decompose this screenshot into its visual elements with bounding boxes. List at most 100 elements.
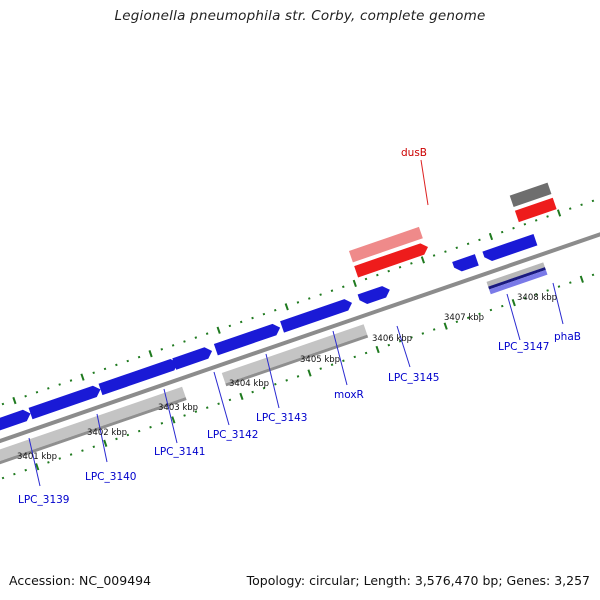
callout-line-dusb: [420, 159, 429, 206]
outer-minor-tick: [432, 254, 436, 257]
inner-minor-tick: [557, 285, 561, 288]
inner-minor-tick: [69, 453, 73, 456]
inner-major-tick: [103, 439, 108, 447]
inner-minor-tick: [466, 316, 470, 320]
outer-minor-tick: [137, 355, 141, 359]
inner-minor-tick: [421, 332, 425, 335]
outer-major-tick: [556, 209, 562, 217]
gene-label-lpc3143[interactable]: LPC_3143: [256, 412, 308, 424]
inner-minor-tick: [353, 355, 357, 359]
outer-minor-tick: [103, 367, 107, 371]
gene-feature-bar[interactable]: [488, 267, 546, 290]
rna-feature-red[interactable]: [514, 197, 557, 223]
inner-minor-tick: [478, 312, 481, 316]
inner-minor-tick: [13, 472, 16, 476]
kbp-label-3408: 3408 kbp: [517, 293, 557, 303]
outer-minor-tick: [364, 277, 368, 281]
gene-moxr-arrow[interactable]: [280, 297, 354, 333]
callout-line-phab: [552, 282, 564, 325]
gene-lpc3143-arrow[interactable]: [213, 322, 282, 356]
gene-label-lpc3147[interactable]: LPC_3147: [498, 341, 550, 353]
gene-lpc3147-arrow[interactable]: [452, 254, 479, 273]
inner-major-tick: [511, 299, 516, 307]
inner-minor-tick: [410, 336, 413, 339]
gene-feature-lane: [0, 262, 548, 468]
outer-minor-tick: [330, 289, 334, 292]
gene-lpc3142-arrow[interactable]: [172, 345, 214, 370]
outer-minor-tick: [319, 293, 322, 296]
outer-minor-tick: [376, 273, 379, 277]
gene-phab-arrow[interactable]: [482, 234, 538, 263]
outer-minor-tick: [444, 250, 447, 253]
callout-line-lpc3147: [506, 293, 521, 341]
inner-minor-tick: [24, 468, 27, 472]
callout-line-lpc3145: [396, 325, 411, 368]
accession-text: Accession: NC_009494: [9, 573, 152, 588]
kbp-label-3404: 3404 kbp: [229, 379, 269, 389]
inner-major-tick: [375, 345, 380, 354]
outer-minor-tick: [523, 223, 527, 226]
inner-minor-tick: [149, 425, 152, 429]
gene-label-lpc3141[interactable]: LPC_3141: [154, 446, 206, 458]
inner-minor-tick: [205, 406, 209, 409]
gene-label-lpc3145[interactable]: LPC_3145: [388, 372, 440, 384]
outer-minor-tick: [342, 285, 345, 289]
gene-lpc3140-arrow[interactable]: [28, 384, 103, 420]
rna-lane: [348, 182, 557, 278]
gene-feature-bar[interactable]: [486, 262, 545, 287]
outer-minor-tick: [580, 203, 583, 207]
gene-lpc3145-arrow[interactable]: [357, 284, 392, 306]
map-title: Legionella pneumophila str. Corby, compl…: [114, 8, 486, 24]
gene-label-dusb[interactable]: dusB: [401, 147, 427, 159]
outer-minor-tick: [308, 297, 311, 300]
inner-minor-tick: [194, 410, 198, 413]
outer-major-tick: [352, 279, 357, 287]
outer-minor-tick: [478, 238, 481, 242]
kbp-label-3406: 3406 kbp: [372, 334, 412, 344]
inner-minor-tick: [591, 273, 595, 277]
gene-label-lpc3139[interactable]: LPC_3139: [18, 494, 70, 506]
gene-label-lpc3142[interactable]: LPC_3142: [207, 429, 259, 441]
gene-feature-bar[interactable]: [221, 324, 368, 384]
inner-minor-tick: [274, 382, 277, 386]
gene-lpc3141-arrow[interactable]: [98, 357, 180, 396]
inner-minor-tick: [92, 445, 96, 449]
inner-minor-tick: [58, 457, 62, 460]
outer-major-tick: [488, 232, 494, 241]
inner-minor-tick: [183, 414, 186, 417]
inner-minor-tick: [228, 398, 232, 402]
gene-lpc3139-arrow[interactable]: [0, 408, 32, 437]
gene-label-lpc3140[interactable]: LPC_3140: [85, 471, 137, 483]
gene-feature-bar[interactable]: [225, 334, 369, 387]
rna-feature-light[interactable]: [348, 226, 423, 263]
kbp-label-3401: 3401 kbp: [17, 452, 57, 462]
outer-minor-tick: [455, 246, 459, 249]
gene-feature-bar[interactable]: [489, 269, 548, 295]
callout-line-lpc3140: [96, 413, 108, 463]
kbp-labels: 3401 kbp 3402 kbp 3403 kbp 3404 kbp 3405…: [17, 293, 557, 462]
inner-major-tick: [239, 392, 244, 401]
rna-feature-gray[interactable]: [509, 182, 552, 207]
inner-minor-tick: [217, 402, 220, 406]
gene-label-moxr[interactable]: moxR: [334, 389, 364, 401]
inner-minor-tick: [126, 433, 130, 437]
gene-label-phab[interactable]: phaB: [554, 331, 581, 343]
gene-feature-bar[interactable]: [0, 386, 186, 465]
outer-major-tick: [148, 350, 153, 358]
outer-minor-tick: [194, 336, 198, 339]
rna-feature-arrow[interactable]: [354, 241, 430, 278]
outer-minor-tick: [398, 265, 402, 269]
gene-feature-bar[interactable]: [0, 397, 187, 468]
outer-minor-tick: [69, 379, 73, 382]
forward-genes: [0, 234, 538, 437]
inner-minor-tick: [398, 339, 402, 343]
outer-minor-tick: [534, 219, 538, 222]
outer-minor-tick: [47, 387, 50, 390]
inner-minor-tick: [489, 308, 493, 312]
inner-minor-tick: [47, 461, 50, 464]
outer-major-tick: [284, 303, 289, 311]
inner-major-tick: [171, 416, 176, 424]
outer-major-tick: [80, 373, 85, 381]
outer-minor-tick: [24, 394, 27, 398]
